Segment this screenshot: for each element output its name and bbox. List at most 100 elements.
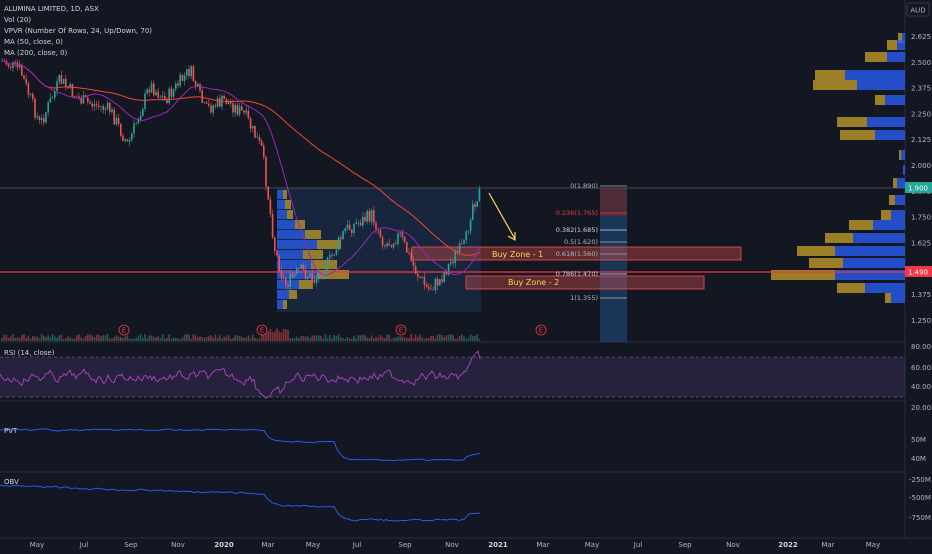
candle-body — [181, 74, 184, 81]
fib-level-label: 0.382(1.685) — [556, 226, 598, 234]
candle-body — [192, 66, 195, 81]
obv-line[interactable] — [0, 484, 481, 522]
main-pane[interactable] — [0, 0, 905, 342]
earnings-icon[interactable] — [395, 324, 407, 336]
vpvr-down-bar — [899, 150, 901, 160]
chart-legend[interactable]: ALUMINA LIMITED, 1D, ASX Vol (20) VPVR (… — [4, 5, 152, 57]
candle-body — [73, 96, 76, 97]
candle-body — [322, 275, 324, 279]
volume-bar — [183, 334, 186, 341]
volume-bar — [289, 338, 291, 341]
obv-pane[interactable]: OBV -250M -500M -750M — [0, 476, 931, 522]
volume-bar — [25, 337, 27, 341]
candle-body — [318, 273, 320, 279]
candle-body — [469, 219, 472, 231]
candle-body — [238, 106, 241, 115]
candle-body — [36, 116, 38, 118]
ma200-line[interactable] — [1, 60, 480, 256]
pvt-pane[interactable]: PVT 50M 40M — [0, 427, 926, 463]
rsi-line[interactable] — [0, 350, 481, 399]
volume-bar — [186, 334, 188, 341]
buy-zone-2[interactable] — [465, 275, 705, 290]
candle-body — [353, 223, 355, 233]
volume-bar — [256, 338, 258, 341]
rsi-pane[interactable]: RSI (14, close) 80.00 60.00 40.00 20.00 — [0, 343, 931, 412]
candle-body — [47, 102, 49, 113]
candle-body — [381, 237, 384, 246]
volume-bar — [109, 338, 111, 341]
price-tick: 2.125 — [911, 136, 931, 144]
svg-text:80.00: 80.00 — [911, 343, 931, 351]
candle-body — [172, 89, 175, 97]
vpvr-up-bar — [897, 178, 905, 188]
candle-body — [315, 278, 318, 283]
candle-body — [375, 222, 377, 230]
earnings-icon[interactable] — [256, 324, 268, 336]
candle-body — [223, 95, 225, 99]
volume-bar — [40, 334, 43, 341]
volume-bar — [249, 338, 252, 341]
candle-body — [227, 101, 230, 105]
candle-body — [397, 233, 399, 245]
volume-bar — [390, 338, 393, 341]
volume-bar — [245, 337, 247, 341]
svg-text:MA (50, close, 0): MA (50, close, 0) — [4, 38, 63, 46]
vpvr-up-bar — [843, 258, 905, 268]
candle-body — [32, 94, 34, 99]
volume-bar — [463, 336, 465, 341]
candle-body — [10, 66, 12, 68]
volume-bar — [216, 337, 219, 341]
candle-body — [137, 119, 140, 124]
volume-bar — [333, 334, 335, 341]
volume-bar — [153, 337, 155, 341]
volume-bar — [472, 336, 474, 341]
range-vp-up-bar — [277, 300, 283, 309]
candle-body — [166, 99, 168, 104]
volume-bar — [201, 337, 203, 341]
projection-arrow[interactable] — [488, 192, 516, 240]
candle-body — [395, 243, 397, 245]
volume-bar — [252, 334, 254, 341]
volume-bar — [329, 334, 331, 341]
candle-body — [263, 145, 265, 157]
candle-body — [78, 96, 80, 99]
candle-body — [331, 254, 333, 256]
volume-bar — [318, 335, 320, 341]
current-price-badge — [905, 182, 932, 193]
volume-bar — [296, 336, 298, 341]
range-vp-down-bar — [283, 190, 287, 199]
candle-body — [71, 84, 74, 97]
volume-bar — [414, 334, 417, 341]
fib-retracement[interactable] — [600, 185, 627, 299]
time-tick: Nov — [171, 541, 185, 549]
time-tick: May — [585, 541, 599, 549]
candle-body — [307, 277, 309, 279]
volume-bar — [135, 337, 137, 341]
candle-body — [445, 272, 448, 275]
volume-bar — [43, 335, 45, 341]
svg-text:20.00: 20.00 — [911, 404, 931, 412]
range-vp-down-bar — [317, 240, 341, 249]
volume-bar — [381, 336, 384, 341]
pvt-line[interactable] — [0, 428, 481, 462]
volume-bar — [243, 337, 245, 341]
volume-bar — [421, 337, 423, 341]
ma50-line[interactable] — [1, 60, 480, 277]
candle-body — [148, 89, 151, 93]
svg-text:OBV: OBV — [4, 478, 19, 486]
candle-body — [408, 252, 410, 254]
volume-bar — [23, 334, 25, 341]
candle-body — [124, 139, 126, 141]
earnings-icon[interactable] — [535, 324, 547, 336]
vpvr-down-bar — [825, 233, 853, 243]
currency-badge[interactable] — [906, 2, 930, 17]
candle-body — [155, 91, 157, 96]
candle-body — [476, 201, 478, 207]
volume-bar — [315, 335, 318, 341]
time-axis[interactable]: May Jul Sep Nov 2020 Mar May Jul Sep Nov 2021 Mar Ma… — [30, 541, 880, 549]
volume-bar — [417, 337, 419, 341]
earnings-icon[interactable] — [118, 324, 130, 336]
candle-body — [278, 255, 280, 271]
